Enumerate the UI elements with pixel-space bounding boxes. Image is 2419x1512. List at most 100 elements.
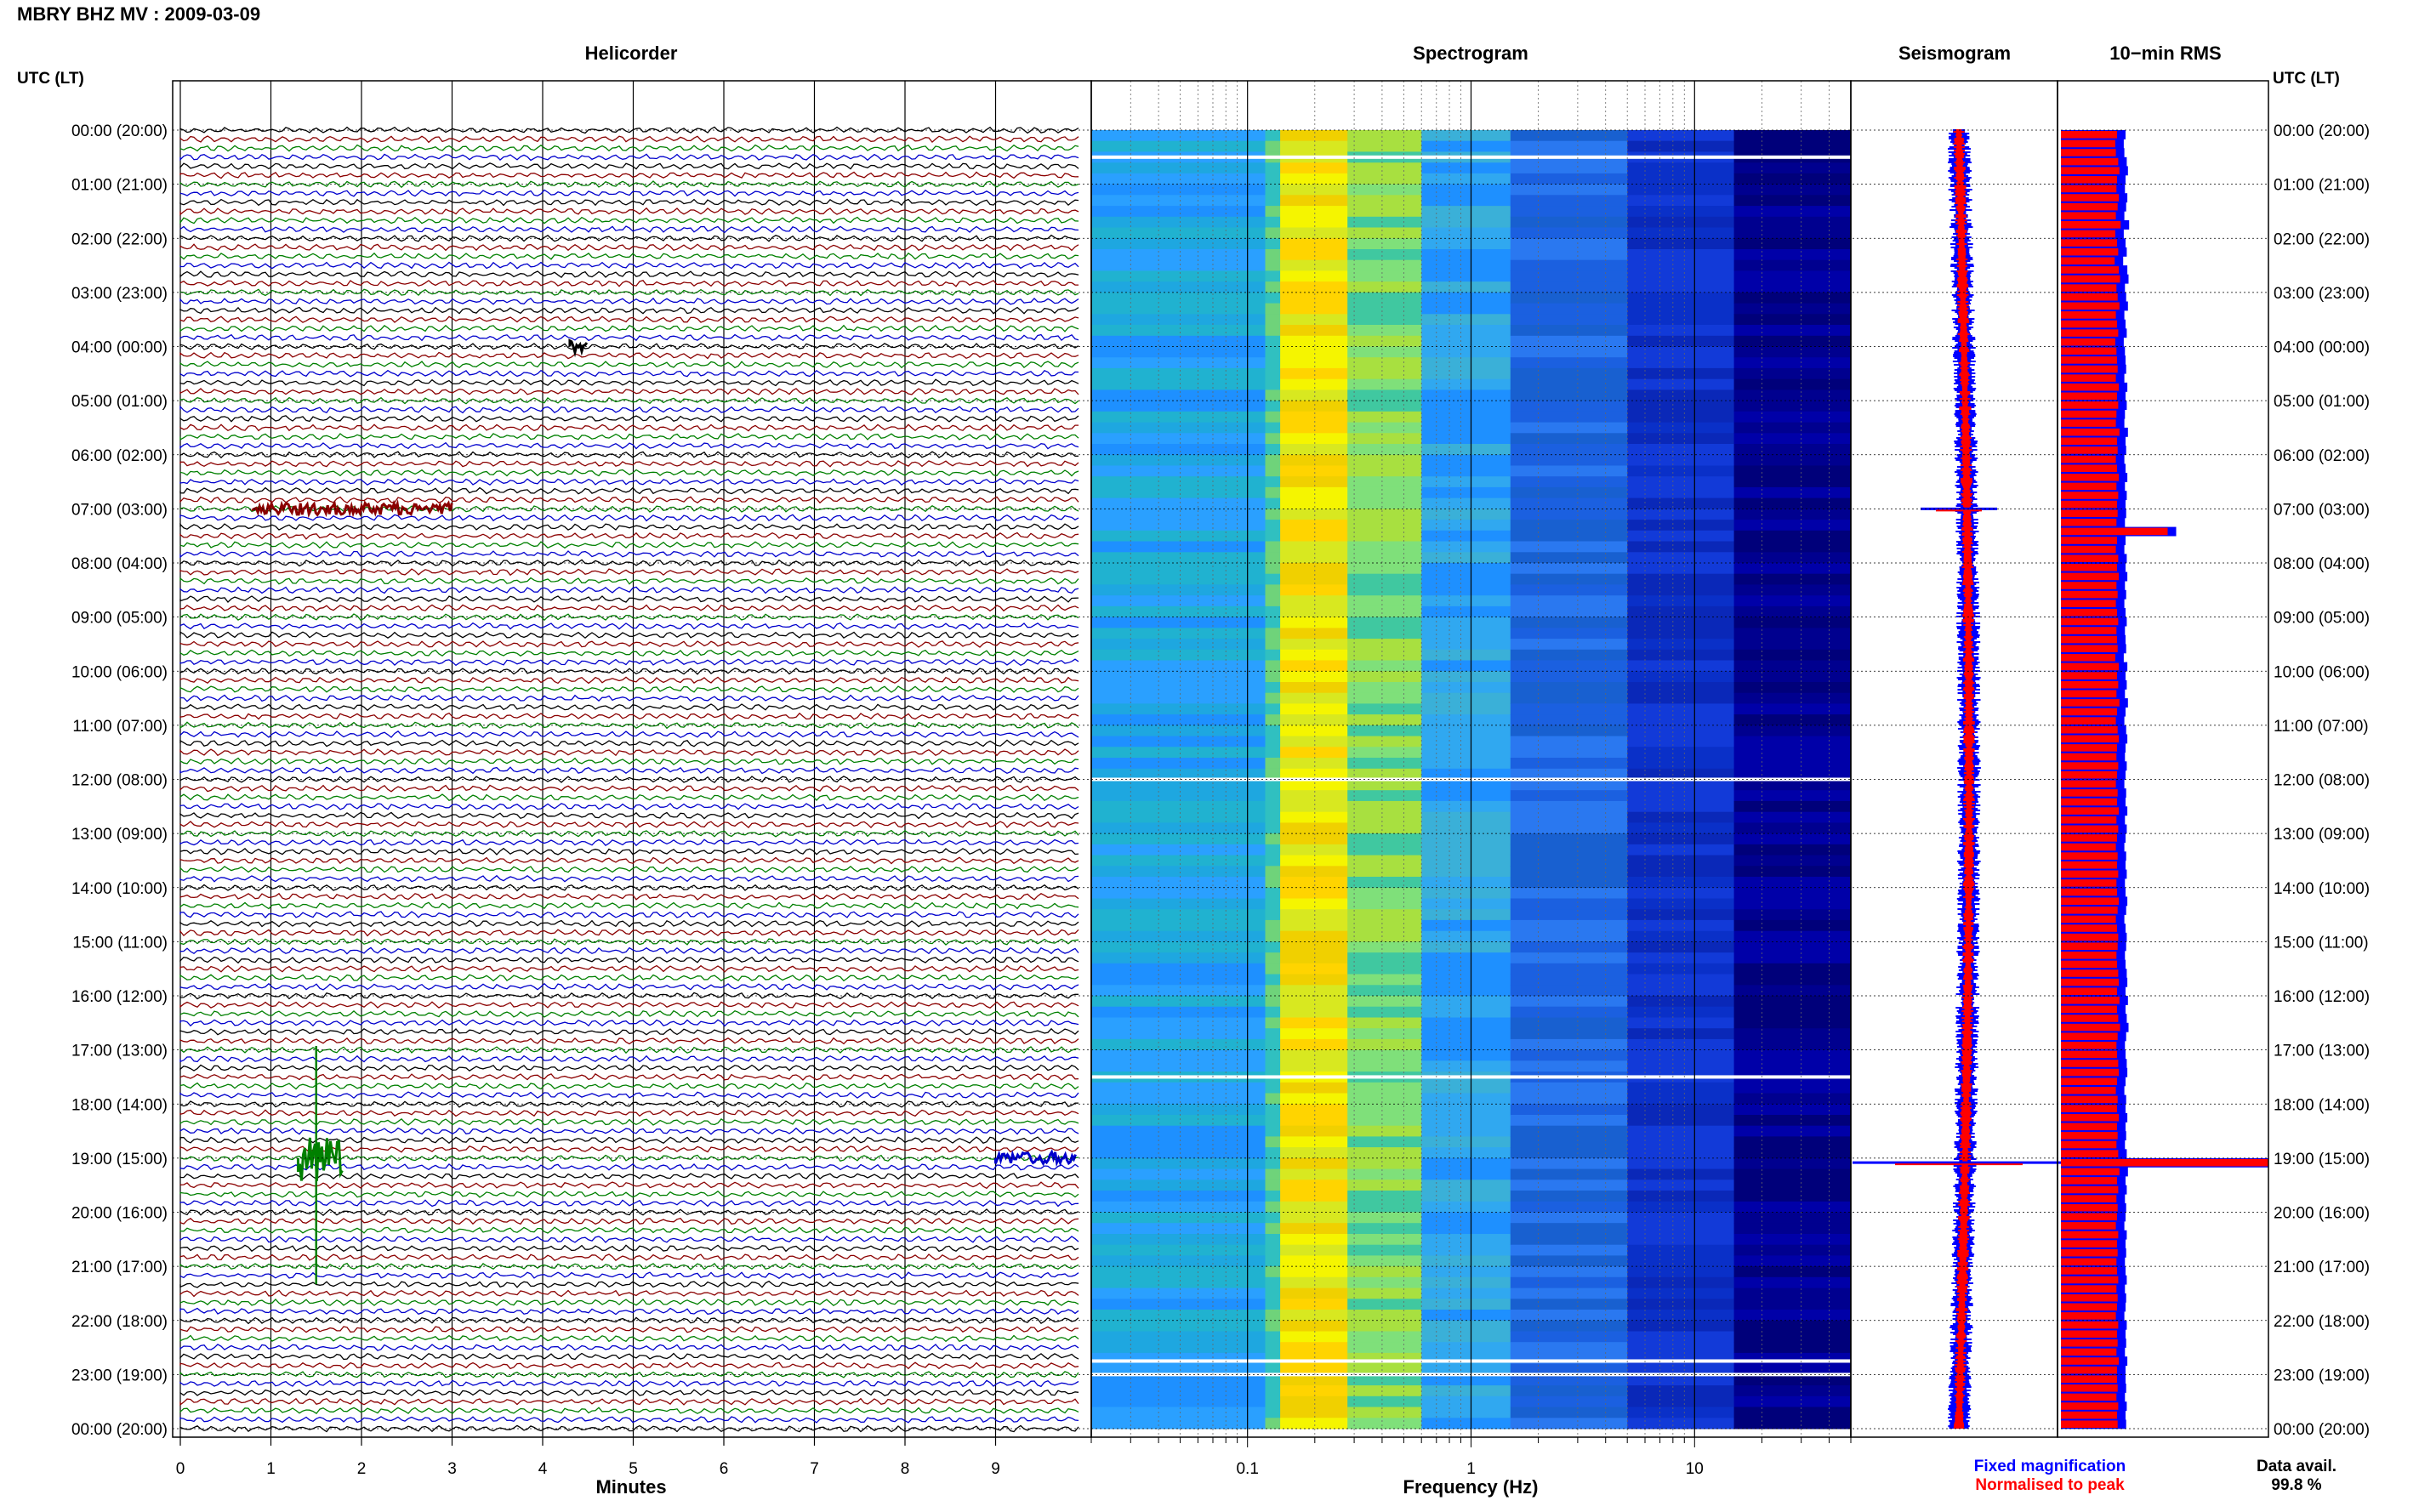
helicorder-trace-line xyxy=(179,694,1079,702)
spectrogram-cell xyxy=(1280,509,1348,520)
spectrogram-cell xyxy=(1091,335,1266,347)
helicorder-trace-line xyxy=(179,685,1079,693)
spectrogram-cell xyxy=(1421,162,1511,174)
helicorder-trace-line xyxy=(179,866,1079,873)
right-time-tick-label: 18:00 (14:00) xyxy=(2274,1096,2370,1114)
spectrogram-cell xyxy=(1265,249,1281,261)
rms-bar-normalised xyxy=(2061,1258,2117,1266)
rms-bar-normalised xyxy=(2061,672,2117,679)
spectrogram-cell xyxy=(1510,747,1628,759)
spectrogram-cell xyxy=(1421,941,1511,953)
right-time-tick-label: 01:00 (21:00) xyxy=(2274,177,2370,195)
spectrogram-cell xyxy=(1091,1244,1266,1256)
spectrogram-cell xyxy=(1510,1363,1628,1375)
spectrogram-cell xyxy=(1733,346,1852,358)
helicorder-trace-line xyxy=(179,1389,1079,1396)
spectrogram-cell xyxy=(1733,855,1852,867)
spectrogram-cell xyxy=(1421,140,1511,152)
spectrogram-cell xyxy=(1627,1049,1735,1061)
spectrogram-cell xyxy=(1421,974,1511,986)
rms-bar-normalised xyxy=(2061,131,2117,139)
rms-bar-normalised xyxy=(2061,474,2120,481)
spectrogram-cell xyxy=(1510,1006,1628,1018)
spectrogram-cell xyxy=(1510,584,1628,596)
rms-bar-normalised xyxy=(2061,347,2117,355)
spectrogram-cell xyxy=(1280,195,1348,207)
helicorder-trace-line xyxy=(179,324,1079,333)
spectrogram-cell xyxy=(1733,1179,1852,1191)
spectrogram-cell xyxy=(1733,682,1852,694)
spectrogram-cell xyxy=(1627,465,1735,477)
helicorder-x-tick-label: 9 xyxy=(991,1460,1000,1478)
helicorder-trace-line xyxy=(179,604,1079,612)
spectrogram-cell xyxy=(1421,1212,1511,1224)
spectrogram-cell xyxy=(1347,1310,1422,1322)
spectrogram-cell xyxy=(1421,1028,1511,1040)
spectrogram-cell xyxy=(1280,422,1348,434)
helicorder-trace-line xyxy=(179,1127,1079,1135)
spectrogram-cell xyxy=(1280,1082,1348,1094)
spectrogram-cell xyxy=(1627,389,1735,401)
spectrogram-cell xyxy=(1510,270,1628,282)
spectrogram-cell xyxy=(1265,1049,1281,1061)
spectrogram-cell xyxy=(1091,509,1266,520)
spectrogram-cell xyxy=(1280,1223,1348,1235)
spectrogram-cell xyxy=(1265,996,1281,1008)
spectrogram-cell xyxy=(1733,985,1852,997)
spectrogram-cell xyxy=(1091,736,1266,747)
spectrogram-cell xyxy=(1091,1395,1266,1407)
spectrogram-cell xyxy=(1347,249,1422,261)
rms-bar-normalised xyxy=(2061,1077,2117,1085)
spectrogram-cell xyxy=(1510,303,1628,315)
spectrogram-cell xyxy=(1347,1115,1422,1127)
spectrogram-cell xyxy=(1627,682,1735,694)
spectrogram-cell xyxy=(1280,779,1348,791)
spectrogram-cell xyxy=(1733,292,1852,304)
spectrogram-cell xyxy=(1280,768,1348,780)
spectrogram-cell xyxy=(1280,930,1348,942)
helicorder-trace-line xyxy=(179,531,1079,540)
spectrogram-cell xyxy=(1280,1299,1348,1310)
spectrogram-cell xyxy=(1091,800,1266,813)
spectrogram-cell xyxy=(1421,401,1511,412)
spectrogram-cell xyxy=(1265,563,1281,575)
spectrogram-cell xyxy=(1421,509,1511,520)
spectrogram-cell xyxy=(1627,1168,1735,1180)
spectrogram-cell xyxy=(1510,1212,1628,1224)
left-time-tick-label: 23:00 (19:00) xyxy=(71,1367,168,1384)
spectrogram-cell xyxy=(1265,1331,1281,1343)
spectrogram-cell xyxy=(1347,270,1422,282)
spectrogram-cell xyxy=(1091,497,1266,509)
spectrogram-cell xyxy=(1091,1060,1266,1072)
spectrogram-cell xyxy=(1733,367,1852,380)
spectrogram-cell xyxy=(1510,1082,1628,1094)
spectrogram-cell xyxy=(1347,768,1422,780)
spectrogram-cell xyxy=(1091,227,1266,239)
spectrogram-cell xyxy=(1280,1266,1348,1278)
spectrogram-cell xyxy=(1347,401,1422,412)
spectrogram-cell xyxy=(1091,1287,1266,1299)
rms-bar-normalised xyxy=(2061,1348,2117,1356)
spectrogram-cell xyxy=(1091,541,1266,553)
rms-bar-normalised xyxy=(2061,1140,2117,1149)
spectrogram-cell xyxy=(1733,1234,1852,1246)
spectrogram-cell xyxy=(1280,1212,1348,1224)
spectrogram-cell xyxy=(1265,1395,1281,1407)
spectrogram-cell xyxy=(1347,1266,1422,1278)
spectrogram-cell xyxy=(1627,919,1735,932)
rms-bar-normalised xyxy=(2061,509,2118,517)
spectrogram-cell xyxy=(1421,1115,1511,1127)
helicorder-trace-line xyxy=(179,1217,1079,1225)
spectrogram-cell xyxy=(1627,909,1735,921)
spectrogram-cell xyxy=(1627,1104,1735,1116)
spectrogram-cell xyxy=(1510,422,1628,434)
spectrogram-cell xyxy=(1280,1201,1348,1213)
helicorder-trace-line xyxy=(179,730,1079,738)
spectrogram-cell xyxy=(1280,747,1348,759)
right-time-tick-label: 14:00 (10:00) xyxy=(2274,880,2370,898)
rms-bar-normalised xyxy=(2061,915,2116,924)
helicorder-trace-line xyxy=(179,369,1079,378)
right-time-tick-label: 05:00 (01:00) xyxy=(2274,393,2370,411)
helicorder-trace-line xyxy=(179,757,1079,765)
spectrogram-cell xyxy=(1733,1223,1852,1235)
